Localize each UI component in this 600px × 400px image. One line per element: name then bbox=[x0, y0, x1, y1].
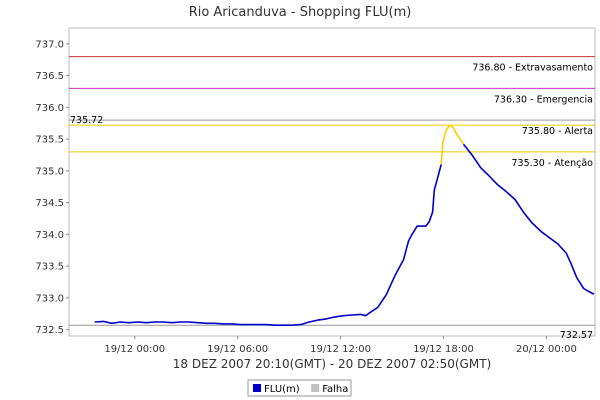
y-tick-label: 736.5 bbox=[35, 71, 64, 82]
y-axis: 732.5 733.0 733.5 734.0 734.5 735.0 735.5 736.0… bbox=[35, 39, 69, 336]
chart-title: Rio Aricanduva - Shopping FLU(m) bbox=[189, 5, 412, 20]
threshold-lines: 736.80 - Extravasamento 736.30 - Emergenc… bbox=[69, 56, 595, 341]
y-tick-label: 735.0 bbox=[35, 166, 64, 177]
legend-swatch bbox=[311, 384, 320, 392]
threshold-label: 735.80 - Alerta bbox=[522, 126, 593, 137]
series-line bbox=[462, 143, 595, 295]
plot-area bbox=[68, 27, 596, 337]
max-marker-label: 735.72 bbox=[70, 115, 103, 126]
x-tick-label: 19/12 12:00 bbox=[310, 344, 371, 355]
threshold-label: 736.80 - Extravasamento bbox=[472, 63, 593, 74]
x-tick-label: 19/12 06:00 bbox=[207, 344, 268, 355]
y-tick-label: 735.5 bbox=[35, 135, 64, 146]
series-group bbox=[94, 124, 595, 327]
series-line bbox=[440, 124, 465, 165]
x-tick-label: 20/12 00:00 bbox=[516, 344, 577, 355]
series-line bbox=[94, 164, 442, 327]
x-axis: 19/12 00:00 19/12 06:00 19/12 12:00 19/12 1… bbox=[104, 336, 577, 355]
y-tick-label: 733.5 bbox=[35, 262, 64, 273]
legend: FLU(m) Falha bbox=[247, 379, 352, 397]
x-axis-label: 18 DEZ 2007 20:10(GMT) - 20 DEZ 2007 02:… bbox=[173, 357, 491, 371]
legend-entry: Falha bbox=[322, 384, 348, 395]
y-tick-label: 733.0 bbox=[35, 293, 64, 304]
legend-swatch bbox=[253, 384, 261, 392]
threshold-label: 735.30 - Atenção bbox=[512, 158, 594, 169]
y-tick-label: 734.5 bbox=[35, 198, 64, 209]
y-tick-label: 736.0 bbox=[35, 103, 64, 114]
y-tick-label: 734.0 bbox=[35, 230, 64, 241]
legend-entry: FLU(m) bbox=[264, 384, 300, 395]
y-tick-label: 732.5 bbox=[35, 325, 64, 336]
x-tick-label: 19/12 00:00 bbox=[104, 344, 165, 355]
y-tick-label: 737.0 bbox=[35, 39, 64, 50]
x-tick-label: 19/12 18:00 bbox=[413, 344, 474, 355]
legend-box bbox=[247, 379, 352, 397]
threshold-label: 736.30 - Emergencia bbox=[494, 94, 593, 105]
min-marker-label: 732.57 bbox=[560, 330, 593, 341]
